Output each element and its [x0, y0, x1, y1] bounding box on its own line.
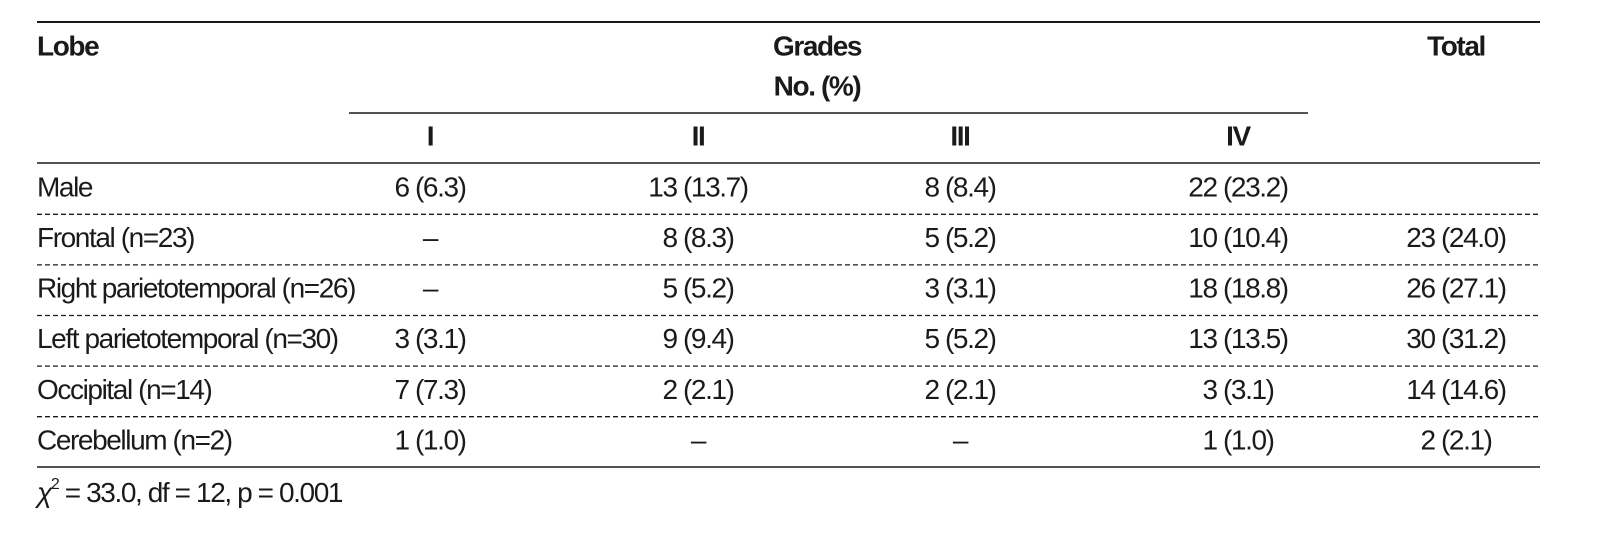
superscript: 2	[51, 476, 60, 493]
cell: 3 (3.1)	[924, 273, 995, 304]
cell: 2 (2.1)	[924, 374, 995, 405]
cell: 5 (5.2)	[924, 323, 995, 354]
row-label: Right parietotemporal (n=26)	[37, 273, 355, 304]
cell: 23 (24.0)	[1406, 222, 1506, 253]
row-label: Frontal (n=23)	[37, 222, 194, 253]
row-label: Occipital (n=14)	[37, 374, 212, 405]
row-label: Cerebellum (n=2)	[37, 424, 232, 455]
cell: –	[423, 222, 439, 253]
cell: 5 (5.2)	[662, 273, 733, 304]
cell: –	[691, 424, 707, 455]
cell: 22 (23.2)	[1188, 171, 1288, 202]
cell: 3 (3.1)	[394, 323, 465, 354]
cell: 8 (8.4)	[924, 171, 995, 202]
cell: 7 (7.3)	[394, 374, 465, 405]
cell: 1 (1.0)	[1202, 424, 1273, 455]
cell: 3 (3.1)	[1202, 374, 1273, 405]
cell: 5 (5.2)	[924, 222, 995, 253]
cell: 8 (8.3)	[662, 222, 733, 253]
cell: 13 (13.5)	[1188, 323, 1288, 354]
footnote: χ2 = 33.0, df = 12, p = 0.001	[34, 476, 343, 508]
grade-header: IV	[1226, 120, 1251, 151]
grade-header: III	[950, 120, 969, 151]
cell: 2 (2.1)	[1420, 424, 1491, 455]
cell: –	[953, 424, 969, 455]
cell: 14 (14.6)	[1406, 374, 1506, 405]
row-label: Left parietotemporal (n=30)	[37, 323, 338, 354]
chi-symbol: χ	[34, 477, 53, 508]
grade-header: I	[427, 120, 433, 151]
unit-header: No. (%)	[774, 70, 861, 101]
cell: 18 (18.8)	[1188, 273, 1288, 304]
cell: 2 (2.1)	[662, 374, 733, 405]
row-label: Male	[37, 171, 93, 202]
grades-header: Grades	[773, 30, 862, 61]
cell: 13 (13.7)	[648, 171, 748, 202]
total-header: Total	[1427, 30, 1485, 61]
cell: –	[423, 273, 439, 304]
lobe-header: Lobe	[37, 30, 99, 61]
cell: 9 (9.4)	[662, 323, 733, 354]
grade-header: II	[692, 120, 705, 151]
footnote-text: = 33.0, df = 12, p = 0.001	[58, 477, 343, 508]
cell: 6 (6.3)	[394, 171, 465, 202]
cell: 30 (31.2)	[1406, 323, 1506, 354]
cell: 1 (1.0)	[394, 424, 465, 455]
cell: 26 (27.1)	[1406, 273, 1506, 304]
cell: 10 (10.4)	[1188, 222, 1288, 253]
